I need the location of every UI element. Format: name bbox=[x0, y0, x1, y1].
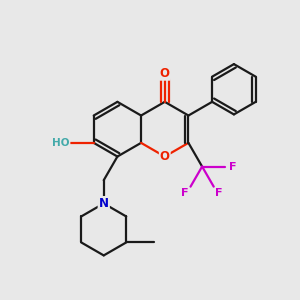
Text: F: F bbox=[229, 161, 236, 172]
Text: O: O bbox=[160, 67, 170, 80]
Text: O: O bbox=[160, 150, 170, 163]
Text: N: N bbox=[99, 197, 109, 210]
Text: N: N bbox=[99, 197, 109, 210]
Text: HO: HO bbox=[52, 138, 70, 148]
Text: F: F bbox=[182, 188, 189, 198]
Text: F: F bbox=[215, 188, 223, 198]
